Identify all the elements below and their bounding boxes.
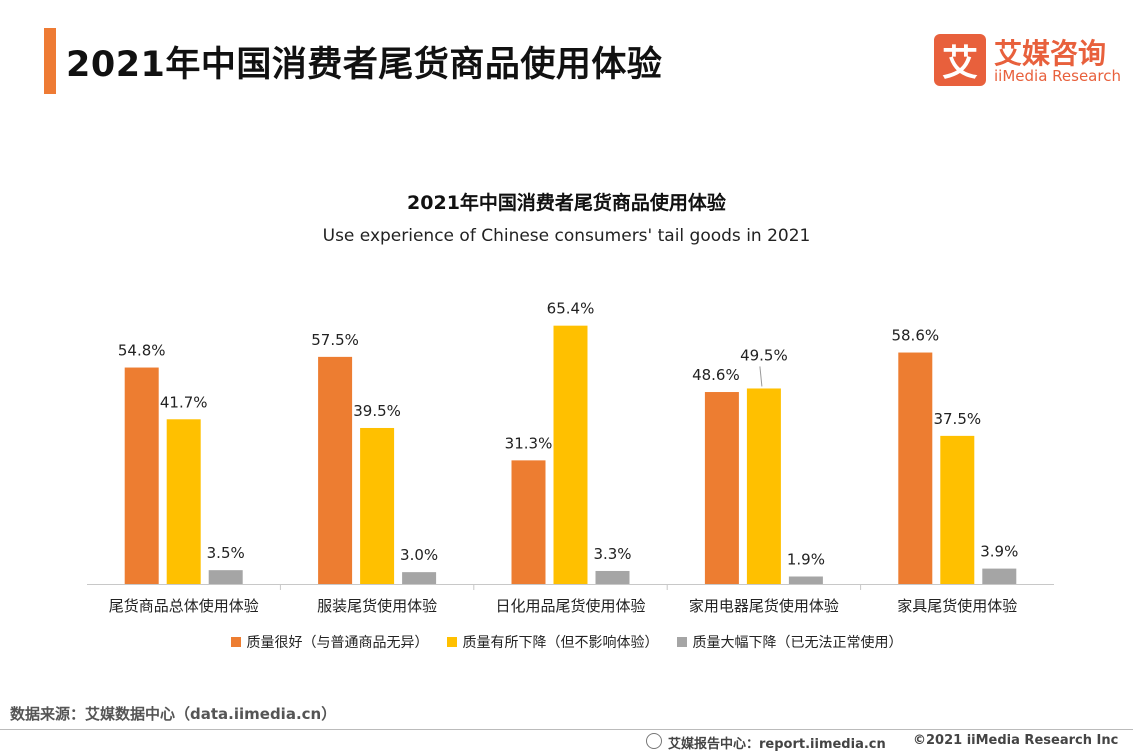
data-label-3-1: 49.5% [740, 346, 788, 364]
legend-label-slight-decline: 质量有所下降（但不影响体验） [462, 635, 659, 651]
bar-0-2 [208, 570, 243, 584]
legend-item-major-decline: 质量大幅下降（已无法正常使用） [676, 632, 903, 652]
copyright: ©2021 iiMedia Research Inc [913, 733, 1119, 748]
bar-0-1 [166, 419, 201, 584]
page-title: 2021年中国消费者尾货商品使用体验 [66, 45, 663, 85]
data-label-3-0: 48.6% [692, 366, 740, 384]
legend-item-slight-decline: 质量有所下降（但不影响体验） [446, 632, 659, 652]
category-label-4: 家具尾货使用体验 [897, 597, 1017, 615]
data-label-leader-line [759, 366, 763, 387]
logo-name-en: iiMedia Research [994, 67, 1121, 85]
bar-1-1 [360, 427, 395, 584]
data-source: 数据来源：艾媒数据中心（data.iimedia.cn） [10, 705, 337, 723]
data-label-4-0: 58.6% [891, 327, 939, 345]
iimedia-logo-icon: 艾 [934, 34, 986, 86]
data-label-0-2: 3.5% [207, 544, 245, 562]
category-label-0: 尾货商品总体使用体验 [109, 597, 259, 615]
data-label-1-2: 3.0% [400, 546, 438, 564]
data-label-4-1: 37.5% [933, 410, 981, 428]
bar-3-2 [788, 576, 823, 584]
category-label-2: 日化用品尾货使用体验 [495, 597, 645, 615]
bar-3-1 [746, 388, 781, 584]
data-label-3-2: 1.9% [787, 550, 825, 568]
legend-swatch-slight-decline [446, 637, 457, 647]
bar-4-0 [898, 352, 933, 584]
bar-1-0 [318, 356, 353, 584]
bar-2-0 [511, 460, 546, 584]
chart-title: 2021年中国消费者尾货商品使用体验 [407, 192, 726, 214]
legend-swatch-major-decline [676, 637, 687, 647]
globe-icon [646, 733, 662, 749]
data-label-0-1: 41.7% [160, 393, 208, 411]
data-label-0-0: 54.8% [118, 342, 166, 360]
title-accent-bar [44, 28, 56, 94]
footer-divider [0, 729, 1133, 730]
legend-item-good: 质量很好（与普通商品无异） [230, 632, 429, 652]
report-center-link[interactable]: 艾媒报告中心：report.iimedia.cn [668, 737, 886, 752]
bar-1-2 [402, 572, 437, 584]
data-label-1-1: 39.5% [353, 402, 401, 420]
legend-swatch-good [230, 637, 241, 647]
bar-2-2 [595, 570, 630, 584]
bar-2-1 [553, 325, 588, 584]
chart-subtitle: Use experience of Chinese consumers' tai… [322, 226, 811, 246]
logo-name-cn: 艾媒咨询 [994, 37, 1107, 70]
legend-label-good: 质量很好（与普通商品无异） [246, 635, 429, 651]
data-label-1-0: 57.5% [311, 331, 359, 349]
legend-label-major-decline: 质量大幅下降（已无法正常使用） [692, 635, 903, 651]
bar-0-0 [124, 367, 159, 584]
chart-legend: 质量很好（与普通商品无异） 质量有所下降（但不影响体验） 质量大幅下降（已无法正… [0, 632, 1133, 652]
bar-3-0 [704, 392, 739, 584]
data-label-4-2: 3.9% [980, 543, 1018, 561]
bar-4-1 [940, 435, 975, 584]
data-label-2-2: 3.3% [593, 545, 631, 563]
data-label-2-0: 31.3% [505, 434, 553, 452]
category-label-3: 家用电器尾货使用体验 [689, 597, 839, 615]
category-label-1: 服装尾货使用体验 [317, 597, 437, 615]
bar-4-2 [982, 568, 1017, 584]
data-label-2-1: 65.4% [547, 300, 595, 318]
